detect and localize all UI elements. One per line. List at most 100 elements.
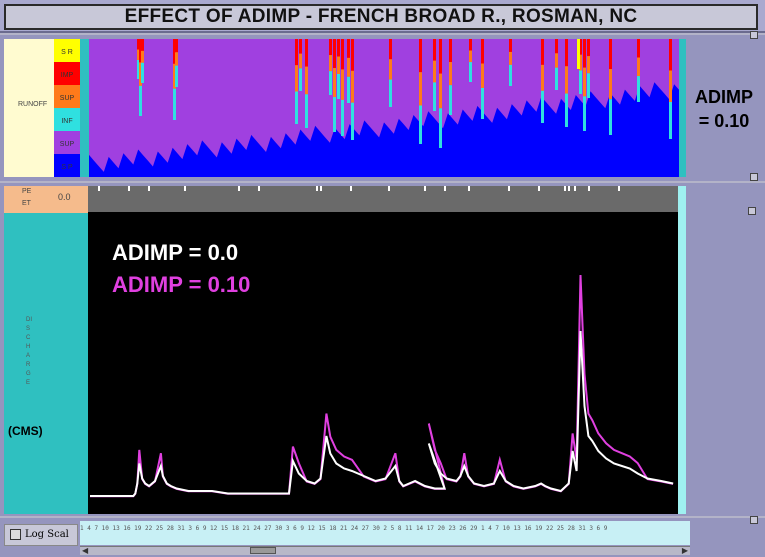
runoff-sup-spike [449, 62, 452, 86]
pe-tick [444, 186, 446, 191]
runoff-legend-swatch: IMP [54, 62, 80, 85]
runoff-inf-spike [299, 68, 302, 91]
runoff-label: RUNOFF [18, 101, 48, 108]
pe-tick [128, 186, 130, 191]
runoff-sup-spike [305, 66, 308, 95]
runoff-inf-spike [637, 76, 640, 102]
runoff-inf-spike [583, 96, 586, 131]
runoff-imp-spike [341, 39, 344, 70]
runoff-imp-spike [305, 39, 308, 67]
pe-label: PE [22, 188, 32, 195]
runoff-inf-spike [347, 76, 350, 103]
runoff-inf-spike [587, 73, 590, 98]
runoff-legend-swatches: S R IMP SUP INF SUP S P [54, 39, 80, 177]
runoff-legend-box: RUNOFF [4, 39, 54, 177]
runoff-sup-spike [419, 72, 422, 106]
pe-tick [564, 186, 566, 191]
runoff-imp-spike [337, 39, 340, 57]
runoff-imp-spike [469, 39, 472, 51]
runoff-inf-spike [173, 88, 176, 120]
runoff-inf-spike [555, 67, 558, 90]
time-scrollbar[interactable]: ◀ ▶ [80, 546, 690, 555]
pe-tick [320, 186, 322, 191]
y-axis-label: DISCHARGE [26, 317, 32, 386]
pe-tick [424, 186, 426, 191]
adimp-value-label: ADIMP = 0.10 [688, 85, 760, 133]
runoff-sup-spike [389, 59, 392, 80]
runoff-sup-spike [433, 60, 436, 83]
hydrograph-chart: ADIMP = 0.0 ADIMP = 0.10 [88, 186, 686, 514]
runoff-panel: RUNOFF S R IMP SUP INF SUP S P ADIMP = 0.10 [0, 31, 765, 181]
panel-resize-handle[interactable] [750, 516, 758, 524]
pe-tick [468, 186, 470, 191]
panel-resize-handle[interactable] [748, 207, 756, 215]
runoff-inf-spike [509, 64, 512, 86]
runoff-imp-spike [329, 39, 332, 56]
runoff-imp-spike [347, 39, 350, 58]
runoff-sup-spike [333, 68, 336, 98]
panel-resize-handle[interactable] [750, 173, 758, 181]
runoff-legend-swatch: SUP [54, 131, 80, 154]
scroll-left-icon[interactable]: ◀ [82, 546, 89, 555]
series-adimp-0.0-line [90, 330, 674, 497]
runoff-imp-spike [389, 39, 392, 60]
runoff-inf-spike [433, 82, 436, 111]
pe-tick [618, 186, 620, 191]
runoff-imp-spike [419, 39, 422, 73]
runoff-sup-spike [583, 67, 586, 97]
runoff-imp-spike [433, 39, 436, 61]
runoff-sup-spike [609, 69, 612, 100]
plot-area [88, 186, 686, 514]
runoff-sup-spike [637, 57, 640, 77]
runoff-inf-spike [295, 91, 298, 124]
runoff-inf-spike [579, 70, 582, 94]
runoff-imp-spike [449, 39, 452, 63]
runoff-imp-spike [637, 39, 640, 58]
runoff-sup-spike [579, 54, 582, 71]
scroll-right-icon[interactable]: ▶ [681, 546, 688, 555]
pe-tick [538, 186, 540, 191]
runoff-inf-spike [137, 60, 140, 79]
runoff-legend-swatch: S P [54, 154, 80, 177]
runoff-sup-spike [295, 65, 298, 92]
runoff-sup-spike [329, 55, 332, 72]
runoff-sup-spike [351, 70, 354, 103]
pe-tick [316, 186, 318, 191]
runoff-inf-spike [439, 108, 442, 148]
pe-tick [588, 186, 590, 191]
scroll-thumb[interactable] [250, 547, 276, 554]
runoff-sup-spike [341, 69, 344, 100]
runoff-inf-spike [565, 93, 568, 127]
runoff-inf-spike [141, 62, 144, 83]
runoff-imp-spike [587, 39, 590, 57]
runoff-sup-spike [137, 49, 140, 60]
runoff-inf-spike [337, 74, 340, 99]
legend-adimp-0.10: ADIMP = 0.10 [112, 272, 250, 297]
runoff-inf-spike [351, 102, 354, 140]
title-bar: EFFECT OF ADIMP - FRENCH BROAD R., ROSMA… [0, 0, 765, 33]
runoff-inf-spike [541, 90, 544, 123]
pe-value: 0.0 [58, 192, 71, 202]
runoff-imp-spike [579, 39, 582, 55]
et-label: ET [22, 200, 31, 207]
runoff-sup-spike [469, 50, 472, 63]
checkbox-icon[interactable] [10, 529, 21, 540]
runoff-sup-spike [587, 56, 590, 74]
runoff-sup-spike [175, 52, 178, 66]
runoff-imp-spike [481, 39, 484, 64]
pe-tick [258, 186, 260, 191]
runoff-imp-spike [173, 39, 176, 64]
panel-resize-handle[interactable] [750, 31, 758, 39]
runoff-imp-spike [583, 39, 586, 68]
runoff-sup-spike [337, 56, 340, 74]
pe-tick [574, 186, 576, 191]
runoff-inf-spike [329, 71, 332, 95]
runoff-inf-spike [341, 99, 344, 136]
adimp-label-line1: ADIMP [695, 87, 753, 107]
pe-tick [184, 186, 186, 191]
pe-tick [508, 186, 510, 191]
runoff-supp-area [89, 39, 679, 172]
runoff-imp-spike [295, 39, 298, 66]
log-scale-toggle[interactable]: Log Scal [4, 524, 78, 546]
runoff-imp-spike [351, 39, 354, 71]
